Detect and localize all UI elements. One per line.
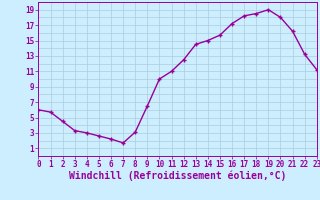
X-axis label: Windchill (Refroidissement éolien,°C): Windchill (Refroidissement éolien,°C)	[69, 171, 286, 181]
